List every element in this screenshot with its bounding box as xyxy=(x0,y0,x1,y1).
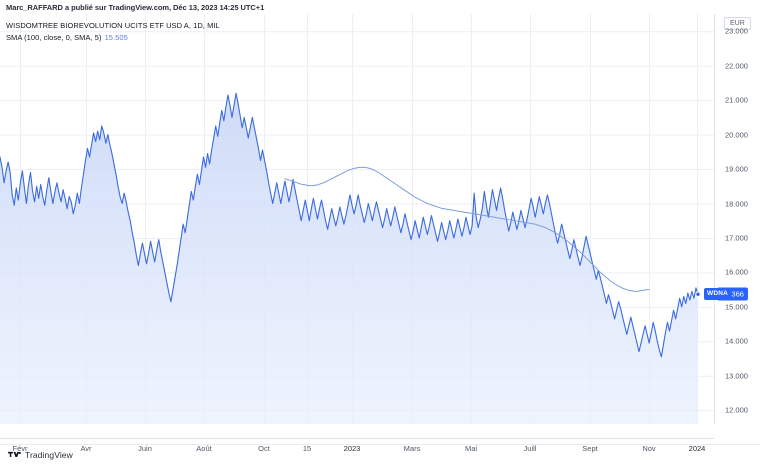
time-tick: 2023 xyxy=(343,444,361,453)
attribution-text: Marc_RAFFARD a publié sur TradingView.co… xyxy=(6,3,265,12)
price-tick: 20.000 xyxy=(725,130,748,140)
tradingview-logo[interactable]: TradingView xyxy=(8,450,73,460)
legend-sma-label: SMA (100, close, 0, SMA, 5) xyxy=(6,33,102,42)
price-tick: 21.000 xyxy=(725,95,748,105)
time-tick: Oct xyxy=(258,444,270,453)
time-tick: Juin xyxy=(138,444,152,453)
tradingview-logo-icon xyxy=(8,451,21,457)
price-area-fill xyxy=(0,93,698,424)
time-tick: Juill xyxy=(523,444,537,453)
legend-sma-value: 15.505 xyxy=(104,33,128,42)
sma-line xyxy=(284,166,650,292)
price-tick: 23.000 xyxy=(725,26,748,36)
price-tick: 22.000 xyxy=(725,61,748,71)
time-tick: Mars xyxy=(403,444,421,453)
time-tick: Nov xyxy=(642,444,656,453)
price-tick: 17.000 xyxy=(725,233,748,243)
chart-frame: WISDOMTREE BIOREVOLUTION UCITS ETF USD A… xyxy=(0,14,760,453)
chart-legend: WISDOMTREE BIOREVOLUTION UCITS ETF USD A… xyxy=(6,20,220,43)
time-tick: 2024 xyxy=(688,444,706,453)
legend-symbol[interactable]: WISDOMTREE BIOREVOLUTION UCITS ETF USD A… xyxy=(6,21,220,30)
price-tick: 18.000 xyxy=(725,199,748,208)
time-tick: Avr xyxy=(80,444,92,453)
price-tick: 14.000 xyxy=(725,336,748,346)
currency-badge[interactable]: EUR xyxy=(724,17,751,30)
price-tick: 13.000 xyxy=(725,371,748,381)
chart-series xyxy=(0,92,701,424)
price-tick: 16.000 xyxy=(725,267,748,277)
price-line xyxy=(0,92,699,358)
time-tick: Sept xyxy=(582,444,598,453)
time-tick: Févr xyxy=(12,444,28,453)
price-tick: 15.000 xyxy=(725,302,748,312)
tradingview-logo-text: TradingView xyxy=(25,450,73,460)
price-tick: 12.000 xyxy=(725,405,748,415)
chart-plot-area[interactable]: WISDOMTREE BIOREVOLUTION UCITS ETF USD A… xyxy=(0,14,714,424)
time-axis[interactable]: Févr Avr Juin Août Oct 15 2023 Mars Mai Juill Sept… xyxy=(0,438,714,459)
ticker-badge: WDNA xyxy=(704,288,732,301)
footer-bar: TradingView xyxy=(0,444,760,467)
legend-sma[interactable]: SMA (100, close, 0, SMA, 5) 15.505 xyxy=(6,32,220,43)
last-price-marker xyxy=(695,291,701,297)
time-tick: Mai xyxy=(464,444,478,453)
price-tick: 19.000 xyxy=(725,164,748,174)
time-tick: Août xyxy=(196,444,212,453)
price-axis[interactable]: EUR 23.000 22.000 21.000 20.000 19.000 18.000… xyxy=(714,14,760,424)
time-tick: 15 xyxy=(302,444,312,453)
